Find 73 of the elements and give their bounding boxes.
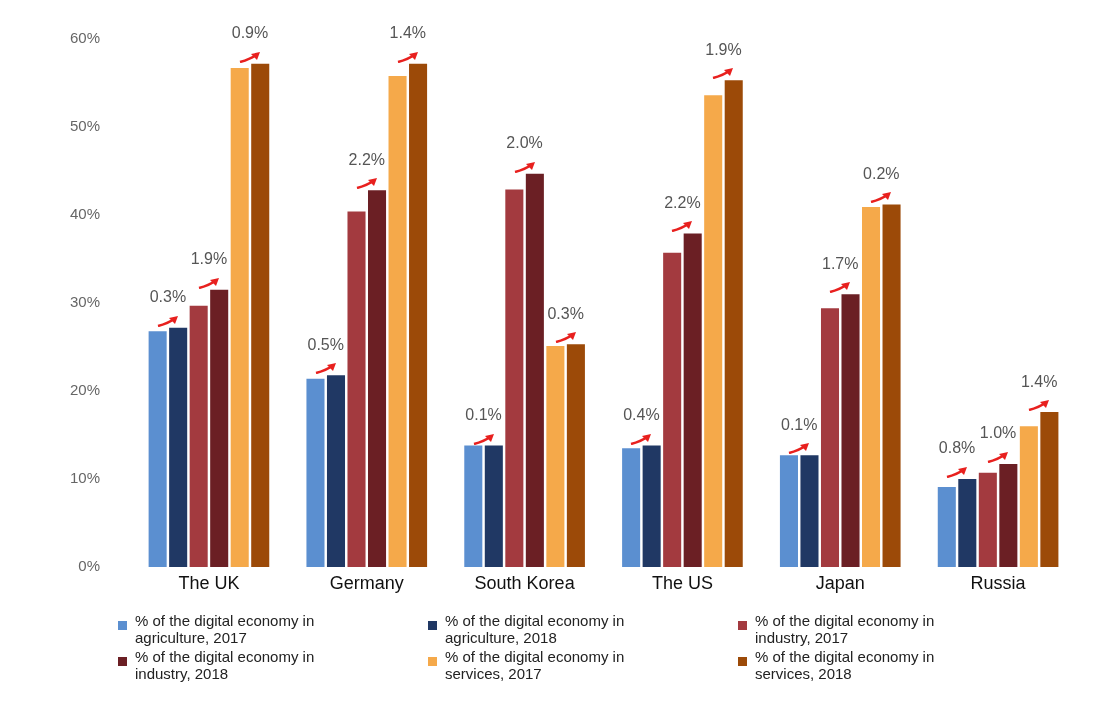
y-tick-label: 40%: [69, 205, 101, 223]
annotation: 1.4%: [1020, 372, 1058, 390]
annotation: 0.3%: [547, 304, 584, 322]
bar: [862, 207, 881, 567]
annotation: 1.9%: [705, 40, 742, 58]
bar: [230, 68, 249, 567]
bar: [999, 464, 1018, 567]
bar: [882, 204, 901, 567]
x-tick-label: Germany: [329, 572, 404, 593]
annotation: 0.3%: [149, 288, 187, 306]
bar: [505, 189, 524, 567]
annotation: 0.5%: [307, 335, 344, 353]
bar: [326, 375, 346, 567]
bar: [642, 445, 661, 567]
x-tick-label: The US: [651, 572, 713, 593]
bar: [566, 344, 585, 567]
bar: [800, 455, 819, 567]
y-tick-label: 20%: [69, 381, 101, 399]
annotation: 1.7%: [822, 254, 859, 272]
annotation: 2.2%: [664, 193, 701, 211]
legend-label: % of the digital economy in agriculture, 2017: [135, 612, 316, 646]
bar: [210, 289, 229, 567]
annotation: 0.8%: [938, 439, 976, 457]
x-tick-label: Russia: [970, 572, 1027, 593]
bar: [779, 455, 798, 567]
annotation: 0.1%: [780, 415, 818, 433]
legend-label: % of the digital economy in services, 2018: [755, 648, 936, 682]
legend-label: % of the digital economy in industry, 2018: [135, 648, 316, 682]
bar: [347, 211, 366, 567]
annotation: 1.4%: [389, 24, 427, 42]
bar: [388, 75, 407, 567]
annotation: 0.9%: [231, 24, 269, 42]
y-tick-label: 30%: [69, 293, 101, 311]
bar: [820, 308, 840, 567]
bar: [189, 305, 208, 567]
bar: [622, 448, 641, 567]
bar: [546, 346, 565, 567]
bar: [251, 63, 270, 567]
y-tick-label: 10%: [69, 469, 101, 487]
legend-label: % of the digital economy in industry, 2017: [755, 612, 936, 646]
legend-label: % of the digital economy in agriculture, 2018: [445, 612, 626, 646]
bar: [148, 331, 167, 567]
annotation: 0.2%: [863, 164, 900, 182]
bar: [409, 63, 428, 567]
y-tick-label: 50%: [69, 117, 101, 135]
annotation: 2.0%: [506, 134, 543, 152]
bar: [841, 294, 860, 567]
y-tick-label: 0%: [78, 557, 101, 575]
bar: [484, 445, 503, 567]
bar: [937, 486, 956, 567]
bar: [464, 445, 483, 567]
bar: [663, 252, 682, 567]
annotation: 0.1%: [465, 405, 502, 423]
bar: [683, 233, 702, 567]
bar: [368, 190, 387, 567]
x-tick-label: South Korea: [474, 572, 576, 593]
x-tick-label: The UK: [178, 572, 240, 593]
legend-label: % of the digital economy in services, 2017: [445, 648, 626, 682]
annotation: 1.9%: [190, 250, 228, 268]
annotation: 2.2%: [348, 150, 385, 168]
annotation: 1.0%: [979, 424, 1017, 442]
y-tick-label: 60%: [69, 29, 101, 47]
bar: [1040, 412, 1059, 567]
bar: [958, 479, 977, 567]
bar: [169, 327, 188, 567]
bar: [704, 95, 723, 567]
bar: [306, 378, 325, 567]
bar: [978, 472, 997, 567]
bar: [1019, 426, 1038, 567]
bar: [724, 80, 743, 567]
bar: [525, 173, 544, 567]
x-tick-label: Japan: [815, 572, 865, 593]
annotation: 0.4%: [623, 405, 660, 423]
